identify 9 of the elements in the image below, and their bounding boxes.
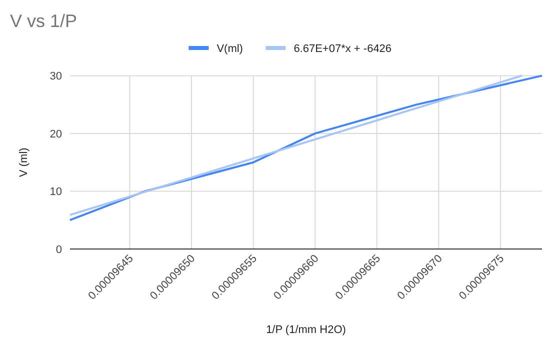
y-tick-label: 0 [56, 244, 62, 256]
y-tick-label: 20 [50, 128, 62, 140]
legend-label: 6.67E+07*x + -6426 [294, 42, 392, 55]
legend-label: V(ml) [216, 42, 243, 55]
x-axis-title: 1/P (1/mm H2O) [266, 324, 346, 336]
chart-title: V vs 1/P [10, 11, 78, 31]
y-tick-label: 30 [50, 70, 62, 83]
y-tick-label: 10 [50, 186, 62, 198]
y-axis-title: V (ml) [18, 148, 30, 178]
